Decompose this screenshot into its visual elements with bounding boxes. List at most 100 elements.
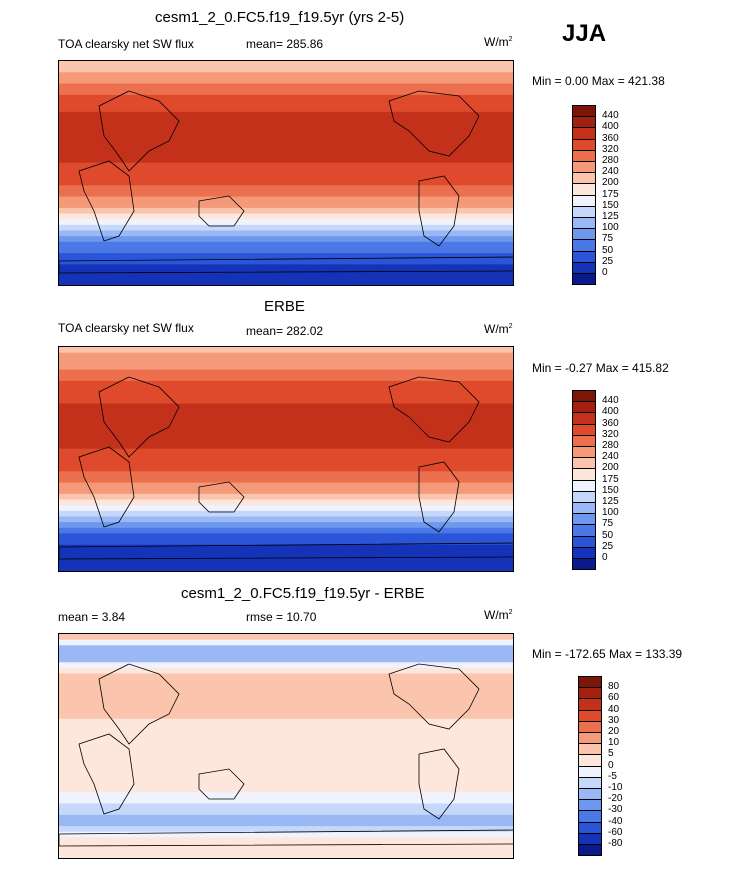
heatmap-band [59, 61, 513, 68]
coastline-outline [59, 829, 513, 847]
heatmap-band [59, 786, 513, 793]
heatmap-band [59, 831, 513, 838]
colorbar-swatch [578, 844, 602, 857]
heatmap-band [59, 769, 513, 776]
heatmap-band [59, 380, 513, 388]
colorbar-tick-label: 20 [608, 726, 620, 737]
colorbar-tick-label: 320 [602, 143, 619, 155]
heatmap-band [59, 752, 513, 759]
heatmap-band [59, 747, 513, 754]
panel-3-heatmap [59, 634, 513, 858]
heatmap-band [59, 684, 513, 692]
heatmap-band [59, 792, 513, 799]
heatmap-band [59, 561, 513, 568]
panel-3-minmax: Min = -172.65 Max = 133.39 [532, 647, 683, 661]
heatmap-band [59, 426, 513, 433]
heatmap-band [59, 758, 513, 765]
heatmap-band [59, 420, 513, 427]
heatmap-band [59, 713, 513, 720]
heatmap-band [59, 89, 513, 96]
colorbar-tick-label: 5 [608, 748, 614, 760]
heatmap-band [59, 639, 513, 646]
heatmap-band [59, 797, 513, 805]
colorbar-tick-label: 400 [602, 406, 619, 418]
heatmap-band [59, 539, 513, 546]
heatmap-band [59, 763, 513, 771]
season-label: JJA [562, 20, 607, 47]
heatmap-band [59, 516, 513, 523]
heatmap-band [59, 673, 513, 680]
colorbar-tick-label: 0 [608, 759, 614, 771]
colorbar-tick-label: 440 [602, 395, 619, 407]
heatmap-band [59, 66, 513, 73]
colorbar-tick-label: -10 [608, 782, 623, 793]
heatmap-band [59, 270, 513, 277]
heatmap-band [59, 369, 513, 376]
heatmap-band [59, 363, 513, 371]
heatmap-band [59, 190, 513, 198]
heatmap-band [59, 179, 513, 186]
colorbar-tick-label: 100 [602, 222, 619, 234]
coastline-outline [98, 90, 180, 172]
colorbar-tick-label: 400 [602, 121, 619, 133]
colorbar-tick-label: 40 [608, 703, 620, 715]
heatmap-band [59, 741, 513, 748]
heatmap-band [59, 202, 513, 209]
panel-1-minmax: Min = 0.00 Max = 421.38 [532, 74, 665, 88]
heatmap-band [59, 168, 513, 175]
colorbar-tick-label: 50 [602, 529, 614, 541]
colorbar-tick-label: 125 [602, 496, 619, 507]
colorbar-tick-label: 125 [602, 211, 619, 222]
heatmap-band [59, 533, 513, 540]
colorbar-tick-label: 280 [602, 155, 619, 166]
colorbar-tick-label: 100 [602, 507, 619, 519]
heatmap-band [59, 140, 513, 147]
coastline-outline [388, 90, 480, 157]
colorbar-tick-label: 240 [602, 166, 619, 178]
colorbar-tick-label: 0 [602, 552, 608, 563]
heatmap-band [59, 656, 513, 663]
panel-3-title: cesm1_2_0.FC5.f19_f19.5yr - ERBE [181, 585, 425, 602]
heatmap-band [59, 499, 513, 506]
heatmap-band [59, 837, 513, 844]
heatmap-band [59, 454, 513, 461]
panel-3-colorbar: -80 -60 -40 -30 -20 -10 -5 0 5 10 20 30 40 60 80 [578, 676, 638, 857]
heatmap-band [59, 94, 513, 102]
colorbar-tick-label: -60 [608, 826, 623, 838]
heatmap-band [59, 347, 513, 354]
heatmap-band [59, 241, 513, 249]
colorbar-tick-label: 240 [602, 451, 619, 463]
heatmap-band [59, 505, 513, 512]
colorbar-tick-label: 60 [608, 692, 620, 704]
panel-3-mean: mean = 3.84 [58, 610, 126, 624]
heatmap-band [59, 275, 513, 282]
coastline-outline [78, 446, 135, 528]
heatmap-band [59, 820, 513, 827]
heatmap-band [59, 735, 513, 742]
panel-3-rmse: rmse = 10.70 [246, 610, 317, 624]
heatmap-band [59, 253, 513, 260]
coastline-outline [198, 768, 245, 800]
colorbar-tick-label: 0 [602, 267, 608, 278]
heatmap-band [59, 72, 513, 79]
heatmap-band [59, 281, 513, 285]
heatmap-band [59, 409, 513, 416]
panel-2-minmax: Min = -0.27 Max = 415.82 [532, 361, 669, 375]
heatmap-band [59, 375, 513, 382]
panel-1-mean: mean= 285.86 [246, 37, 324, 51]
heatmap-band [59, 106, 513, 113]
heatmap-band [59, 843, 513, 850]
heatmap-band [59, 117, 513, 124]
colorbar-tick-label: 200 [602, 462, 619, 474]
colorbar-tick-label: 30 [608, 714, 620, 726]
coastline-outline [59, 256, 513, 274]
coastline-outline [198, 481, 245, 513]
colorbar-swatch [572, 558, 596, 571]
heatmap-band [59, 213, 513, 220]
heatmap-band [59, 848, 513, 855]
heatmap-band [59, 803, 513, 810]
heatmap-band [59, 100, 513, 107]
panel-2-colorbar: 0 25 50 75 100 125 150 175 200 240 280 320 360 400 440 [572, 390, 632, 571]
colorbar-tick-label: 280 [602, 440, 619, 451]
colorbar-tick-label: 25 [602, 540, 614, 552]
